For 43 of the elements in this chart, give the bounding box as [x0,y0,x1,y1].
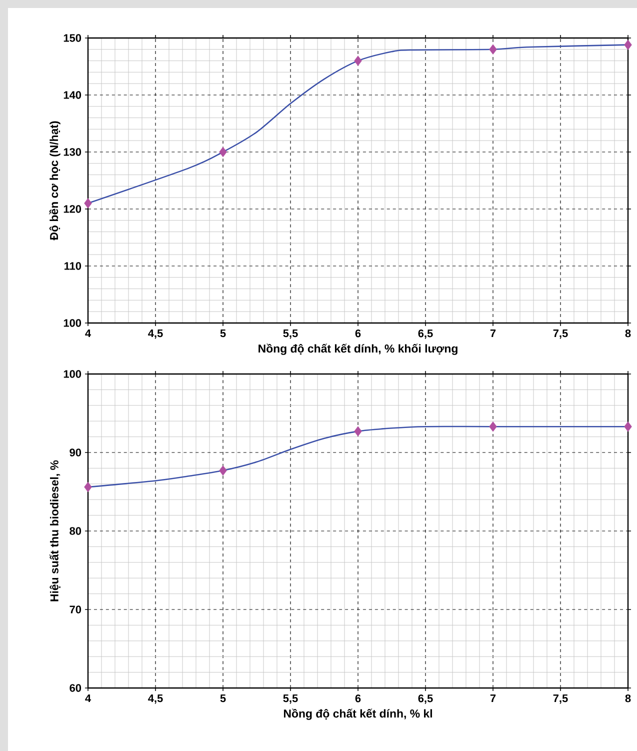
x-tick-label: 7,5 [553,694,568,704]
point [84,482,92,492]
x-tick-label: 8 [625,694,631,702]
x-tick-label: 6,5 [418,330,433,339]
x-tick-label: 4 [85,694,91,702]
x-tick-label: 4,5 [148,694,163,704]
x-tick-label: 4 [85,330,91,338]
y-tick-label: 60 [70,684,82,692]
point [354,56,362,66]
x-tick-label: 5 [220,330,226,338]
x-tick-label: 6 [355,694,361,702]
y-tick-label: 90 [70,448,82,456]
y-tick-label: 140 [64,91,82,99]
y-tick-label: 100 [64,370,82,378]
x-tick-label: 6 [355,330,361,338]
x-tick-label: 8 [625,330,631,338]
x-tick-label: 7 [490,330,496,338]
y-tick-label: 70 [70,606,82,614]
point [354,426,362,436]
y-tick-label: 120 [64,205,82,213]
point [84,198,92,208]
y-tick-label: 130 [64,148,82,156]
x-tick-label: 5,5 [283,694,298,704]
y-tick-label: 80 [70,527,82,535]
point [219,465,227,476]
point [624,40,632,50]
x-tick-label: 7 [490,694,496,702]
point [219,146,227,158]
x-tick-label: 5,5 [283,330,298,339]
y-tick-label: 150 [64,34,82,42]
x-tick-label: 4,5 [148,330,163,339]
x-tick-label: 6,5 [418,694,433,704]
point [624,421,632,432]
x-axis-title: Nồng độ chất kết dính, % kl [284,708,432,720]
y-tick-label: 100 [64,319,82,327]
y-axis-title: Độ bền cơ học (N/hạt) [49,121,60,240]
y-tick-label: 110 [64,262,82,270]
x-tick-label: 7,5 [553,330,568,339]
x-axis-title: Nồng độ chất kết dính, % khối lượng [258,344,458,355]
point [489,44,497,55]
x-tick-label: 5 [220,694,226,702]
point [489,421,497,432]
y-axis-title: Hiệu suất thu biodiesel, % [50,460,60,602]
